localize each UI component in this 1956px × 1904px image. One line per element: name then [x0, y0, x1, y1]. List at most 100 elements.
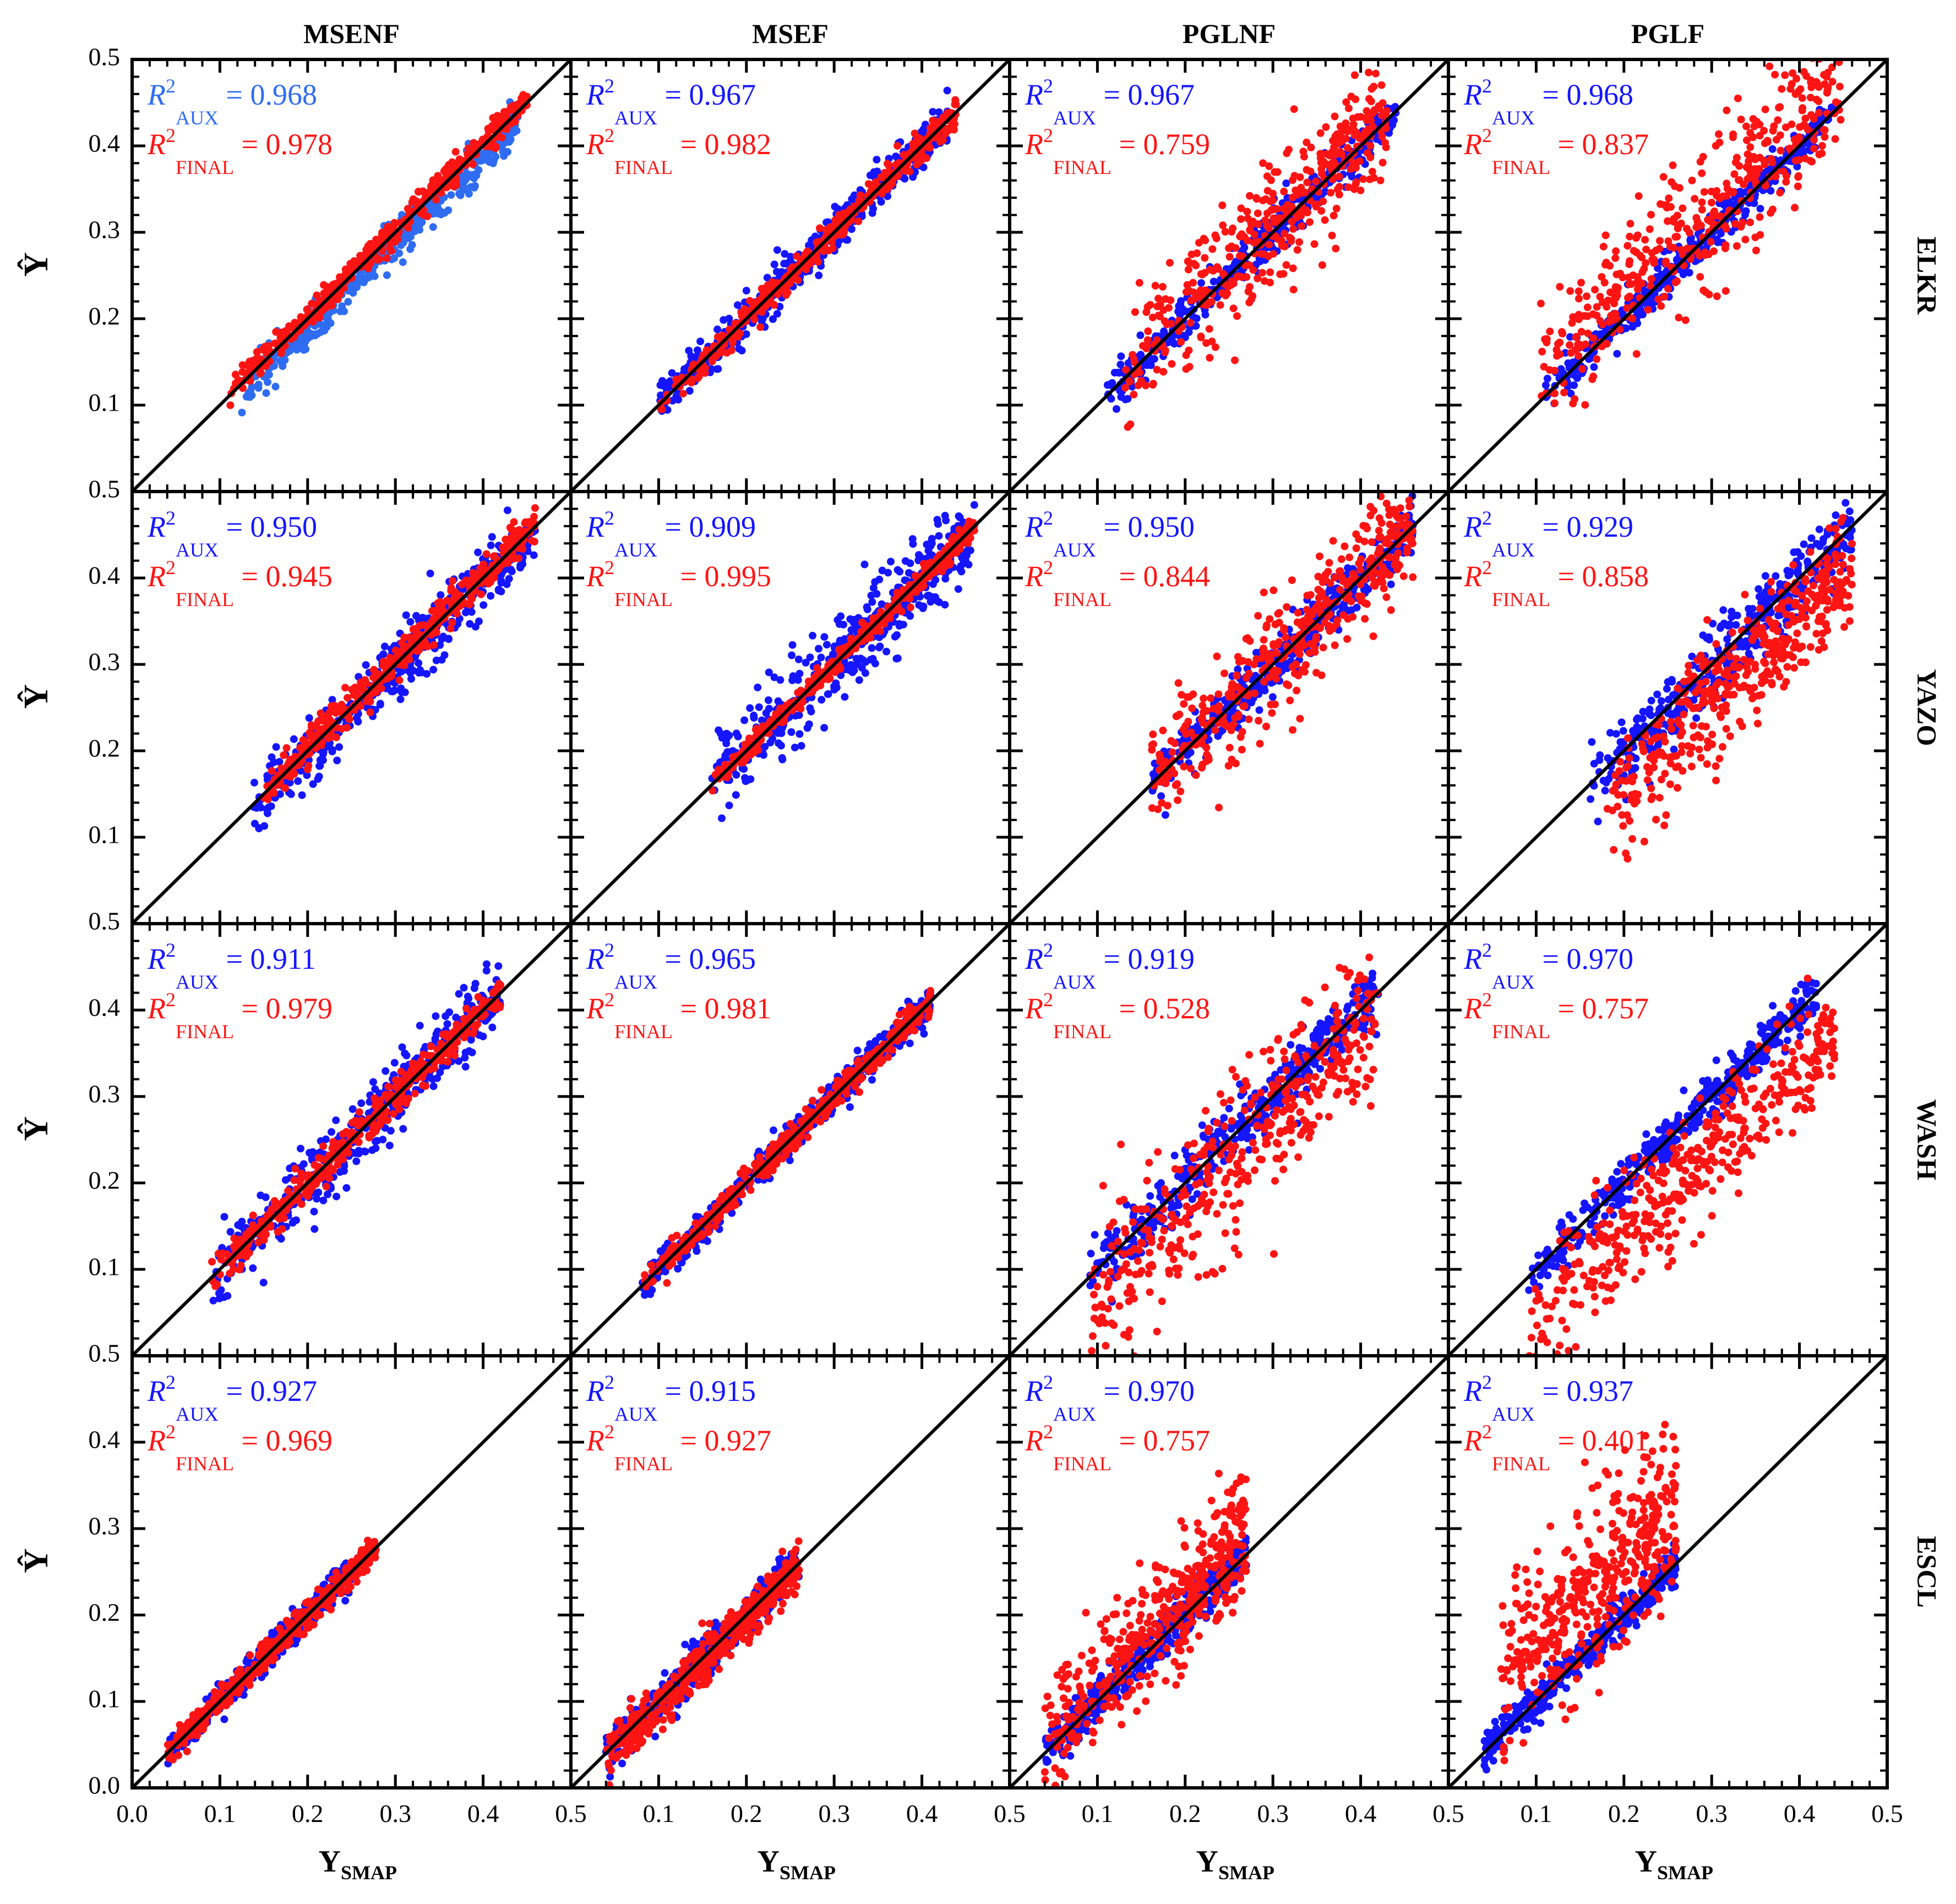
final-series-points-point — [334, 295, 342, 303]
r-symbol: R — [1025, 128, 1043, 161]
final-series-points-point — [1791, 90, 1800, 99]
final-series-points-point — [1761, 105, 1769, 113]
final-series-points-point — [1126, 420, 1135, 428]
final-series-points-point — [1298, 222, 1306, 230]
aux-series-points-point — [735, 345, 743, 353]
final-series-points-point — [417, 209, 426, 217]
r2-final-value: 0.982 — [704, 128, 771, 161]
final-series-points-point — [1810, 136, 1818, 144]
final-series-points-point — [1154, 294, 1163, 303]
final-series-points-point — [1331, 132, 1339, 140]
aux-series-points-point — [1116, 361, 1125, 369]
eq-sign: = — [234, 128, 265, 161]
final-series-points-point — [1146, 301, 1154, 309]
final-series-points-point — [1328, 231, 1336, 239]
final-series-points-point — [1159, 368, 1168, 376]
final-series-points-point — [1290, 105, 1298, 113]
final-series-points-point — [1671, 279, 1680, 286]
final-series-points-point — [1254, 209, 1262, 217]
final-series-points-point — [901, 167, 908, 175]
final-series-points-point — [825, 247, 833, 255]
final-series-points-point — [1211, 343, 1219, 351]
final-series-points-point — [1596, 293, 1604, 301]
aux-series-points-point — [831, 203, 839, 211]
final-series-points-point — [1187, 296, 1195, 304]
aux-series-points-point — [265, 370, 273, 379]
final-series-points-point — [1218, 201, 1227, 209]
final-series-points-point — [1800, 121, 1808, 129]
r2-final-value: 0.837 — [1582, 128, 1649, 161]
final-series-points-point — [1288, 217, 1296, 226]
aux-series-points-point — [287, 344, 295, 352]
aux-series-points-point — [1613, 350, 1621, 358]
final-series-points-point — [1235, 252, 1244, 260]
r2-aux-annotation: R2AUX = 0.967 — [1025, 75, 1195, 129]
final-series-points-point — [1713, 292, 1721, 301]
r2-aux-value: 0.967 — [1127, 78, 1195, 111]
y-tick-label: 0.4 — [89, 129, 121, 157]
final-series-points-point — [1201, 254, 1209, 262]
final-series-points-point — [1704, 250, 1713, 259]
final-series-points-point — [1306, 218, 1314, 226]
final-series-points-point — [1831, 135, 1839, 143]
eq-sign: = — [219, 510, 250, 543]
final-series-points-point — [1322, 150, 1331, 158]
final-series-points-point — [1250, 238, 1258, 247]
final-series-points-point — [1609, 297, 1617, 305]
final-series-points-point — [1589, 372, 1598, 380]
aux-series-points-point — [402, 611, 410, 619]
final-series-points-point — [1603, 340, 1611, 348]
aux-series-points-point — [340, 307, 348, 315]
final-series-points-point — [1148, 313, 1157, 321]
final-series-points-point — [1666, 243, 1674, 251]
final-series-points-point — [1332, 204, 1341, 212]
aux-series-points-point — [887, 558, 895, 566]
final-series-points-point — [317, 709, 325, 717]
final-series-points-point — [1249, 266, 1257, 274]
final-series-points-point — [412, 197, 420, 205]
final-series-points-point — [1328, 148, 1337, 156]
aux-series-points-point — [657, 391, 664, 400]
final-series-points-point — [1307, 143, 1315, 151]
final-series-points-point — [737, 308, 745, 317]
final-series-points-point — [1832, 98, 1840, 106]
aux-series-points-point — [1566, 333, 1574, 341]
aux-series-points-point — [503, 506, 511, 515]
aux-series-points-point — [866, 171, 874, 179]
final-series-points-point — [1219, 221, 1227, 230]
final-series-points-point — [840, 209, 847, 217]
final-series-points-point — [825, 227, 833, 235]
final-series-points-point — [1289, 225, 1297, 233]
final-series-points-point — [1347, 165, 1355, 173]
aux-series-points-point — [487, 592, 495, 600]
aux-series-points-point — [1232, 258, 1240, 266]
final-series-points-point — [1704, 216, 1712, 224]
final-series-points-point — [384, 222, 392, 231]
final-series-points-point — [1165, 259, 1174, 267]
final-series-points-point — [1257, 250, 1265, 258]
final-series-points-point — [463, 579, 471, 587]
final-series-points — [226, 91, 531, 410]
final-series-points-point — [1371, 69, 1380, 78]
aux-series-points-point — [1590, 363, 1598, 371]
final-series-points-point — [731, 319, 739, 328]
final-series-points-point — [1624, 294, 1632, 302]
aux-series-points-point — [869, 205, 877, 213]
aux-series-points-point — [290, 735, 298, 743]
final-series-points-point — [1214, 265, 1222, 273]
final-series-points-point — [303, 765, 312, 773]
final-series-points-point — [1167, 320, 1175, 328]
aux-series-points-point — [1113, 405, 1120, 413]
y-tick-label: 0.1 — [89, 389, 121, 417]
y-tick-label: 0.2 — [89, 302, 121, 330]
final-series-points-point — [1143, 336, 1152, 344]
final-series-points-point — [1164, 304, 1173, 312]
final-series-points-point — [1692, 214, 1701, 222]
final-series-points-point — [1290, 172, 1299, 180]
final-series-points-point — [1741, 236, 1750, 244]
final-series-points-point — [1252, 194, 1260, 202]
aux-series-points-point — [380, 642, 389, 651]
final-series-points-point — [1642, 245, 1650, 254]
final-series-points-point — [1283, 149, 1291, 157]
final-series-points-point — [1646, 225, 1654, 233]
